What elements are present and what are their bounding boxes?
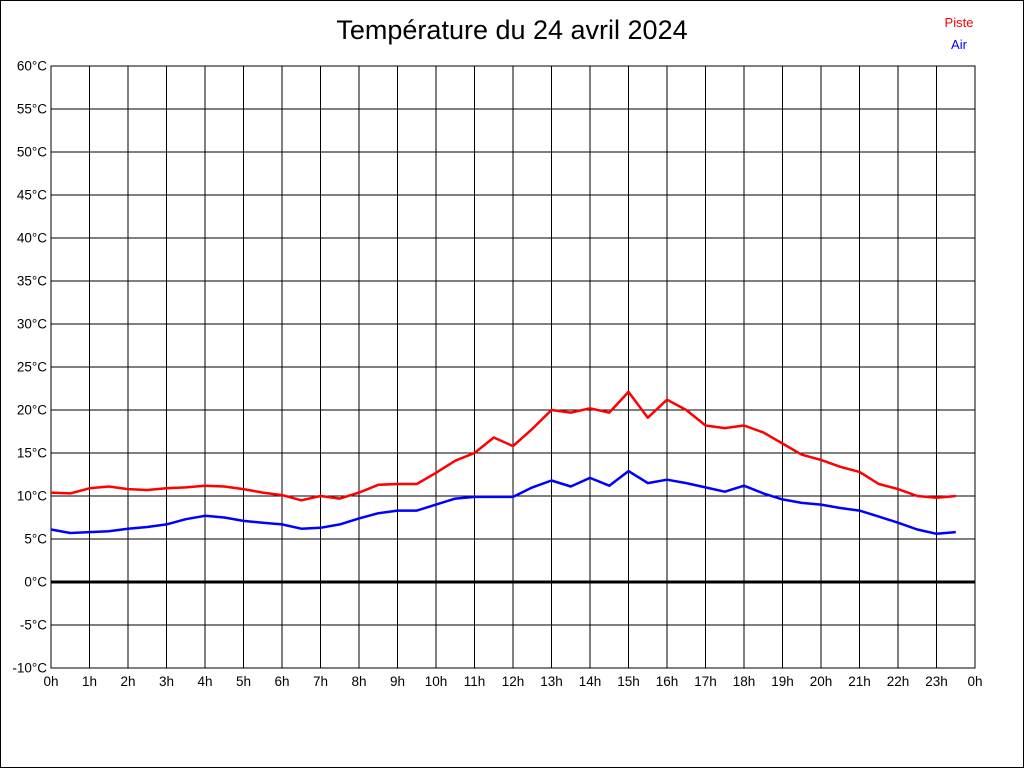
y-axis-tick-label: 40°C — [17, 231, 47, 246]
x-axis-tick-label: 7h — [313, 674, 328, 689]
y-axis-tick-label: 15°C — [17, 446, 47, 461]
series-line-piste — [50, 390, 956, 502]
x-axis-tick-label: 13h — [540, 674, 563, 689]
y-axis-tick-label: 30°C — [17, 317, 47, 332]
x-axis-tick-label: 23h — [925, 674, 948, 689]
x-axis-tick-label: 10h — [425, 674, 448, 689]
y-axis-tick-label: -5°C — [20, 618, 47, 633]
x-axis-tick-label: 0h — [967, 674, 982, 689]
y-axis-tick-label: 25°C — [17, 360, 47, 375]
y-axis-tick-label: 60°C — [17, 59, 47, 74]
x-axis-tick-label: 9h — [390, 674, 405, 689]
y-axis-tick-label: 35°C — [17, 274, 47, 289]
legend-item-piste: Piste — [944, 15, 974, 30]
x-axis-tick-label: 5h — [236, 674, 251, 689]
x-axis-tick-label: 21h — [848, 674, 871, 689]
y-axis-tick-label: 55°C — [17, 102, 47, 117]
x-axis-tick-label: 8h — [351, 674, 366, 689]
x-axis-tick-label: 22h — [887, 674, 910, 689]
y-axis-tick-label: 5°C — [24, 532, 47, 547]
y-axis-tick-label: 10°C — [17, 489, 47, 504]
x-axis-tick-label: 0h — [43, 674, 58, 689]
legend-item-air: Air — [951, 37, 967, 52]
x-axis-tick-label: 19h — [771, 674, 794, 689]
series-line-air — [50, 469, 956, 536]
chart-title: Température du 24 avril 2024 — [336, 15, 688, 45]
x-axis-tick-label: 18h — [733, 674, 756, 689]
legend: Piste Air — [921, 12, 997, 56]
x-axis-tick-label: 15h — [617, 674, 640, 689]
x-axis-tick-label: 14h — [579, 674, 602, 689]
y-axis-tick-label: -10°C — [12, 661, 47, 676]
y-axis-tick-label: 20°C — [17, 403, 47, 418]
x-axis-tick-label: 17h — [694, 674, 717, 689]
y-axis-tick-label: 0°C — [24, 575, 47, 590]
x-axis-tick-label: 16h — [656, 674, 679, 689]
x-axis-tick-label: 20h — [810, 674, 833, 689]
x-axis-tick-label: 2h — [120, 674, 135, 689]
x-axis-tick-label: 12h — [502, 674, 525, 689]
x-axis-tick-label: 11h — [464, 674, 486, 689]
x-axis-tick-label: 3h — [159, 674, 174, 689]
x-axis-tick-label: 6h — [274, 674, 289, 689]
x-axis-tick-label: 1h — [82, 674, 97, 689]
y-axis-tick-label: 45°C — [17, 188, 47, 203]
x-axis-tick-label: 4h — [197, 674, 212, 689]
y-axis-tick-label: 50°C — [17, 145, 47, 160]
plot-border — [50, 65, 976, 669]
